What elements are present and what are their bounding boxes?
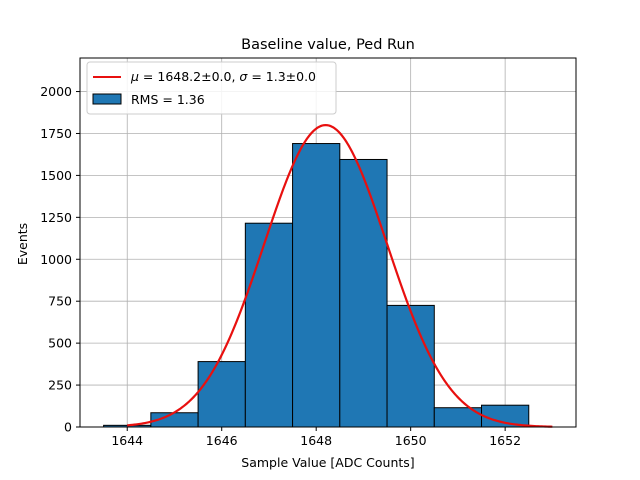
x-tick-label: 1652	[489, 433, 521, 448]
histogram-bar	[197, 361, 246, 428]
y-tick-label: 1500	[40, 168, 72, 183]
y-tick-label: 2000	[40, 84, 72, 99]
y-tick-label: 750	[48, 294, 72, 309]
legend-sigma-symbol: σ	[239, 69, 248, 84]
histogram-bar	[244, 222, 294, 428]
gaussian-fit	[127, 123, 553, 428]
legend-fit-label: μ = 1648.2±0.0, σ = 1.3±0.0	[130, 69, 316, 84]
x-tick-label: 1646	[206, 433, 238, 448]
y-tick-label: 500	[48, 336, 72, 351]
legend-rms-label: RMS = 1.36	[131, 92, 205, 107]
histogram-bar	[339, 158, 388, 428]
x-axis-label: Sample Value [ADC Counts]	[241, 455, 414, 470]
y-axis: 0 250 500 750 1000 1250 1500 1750 2000	[40, 84, 80, 435]
legend-mu-symbol: μ	[130, 69, 139, 84]
legend-box	[86, 61, 337, 115]
y-tick-label: 0	[64, 420, 72, 435]
y-tick-label: 1250	[40, 210, 72, 225]
histogram-bar	[292, 143, 341, 428]
legend-sigma-value: = 1.3±0.0	[247, 69, 316, 84]
legend: μ = 1648.2±0.0, σ = 1.3±0.0 RMS = 1.36	[86, 61, 337, 115]
x-axis: 1644 1646 1648 1650 1652	[111, 427, 521, 448]
legend-hist-swatch	[92, 93, 122, 105]
x-tick-label: 1648	[300, 433, 332, 448]
y-tick-label: 1750	[40, 126, 72, 141]
y-axis-label: Events	[15, 223, 30, 265]
plot-frame	[79, 57, 577, 428]
x-tick-label: 1650	[395, 433, 427, 448]
x-tick-label: 1644	[111, 433, 143, 448]
histogram-bar	[386, 304, 435, 428]
legend-mu-value: = 1648.2±0.0,	[139, 69, 239, 84]
y-tick-label: 1000	[40, 252, 72, 267]
y-tick-label: 250	[48, 378, 72, 393]
chart-title: Baseline value, Ped Run	[241, 37, 415, 53]
fit-curve	[127, 123, 553, 428]
